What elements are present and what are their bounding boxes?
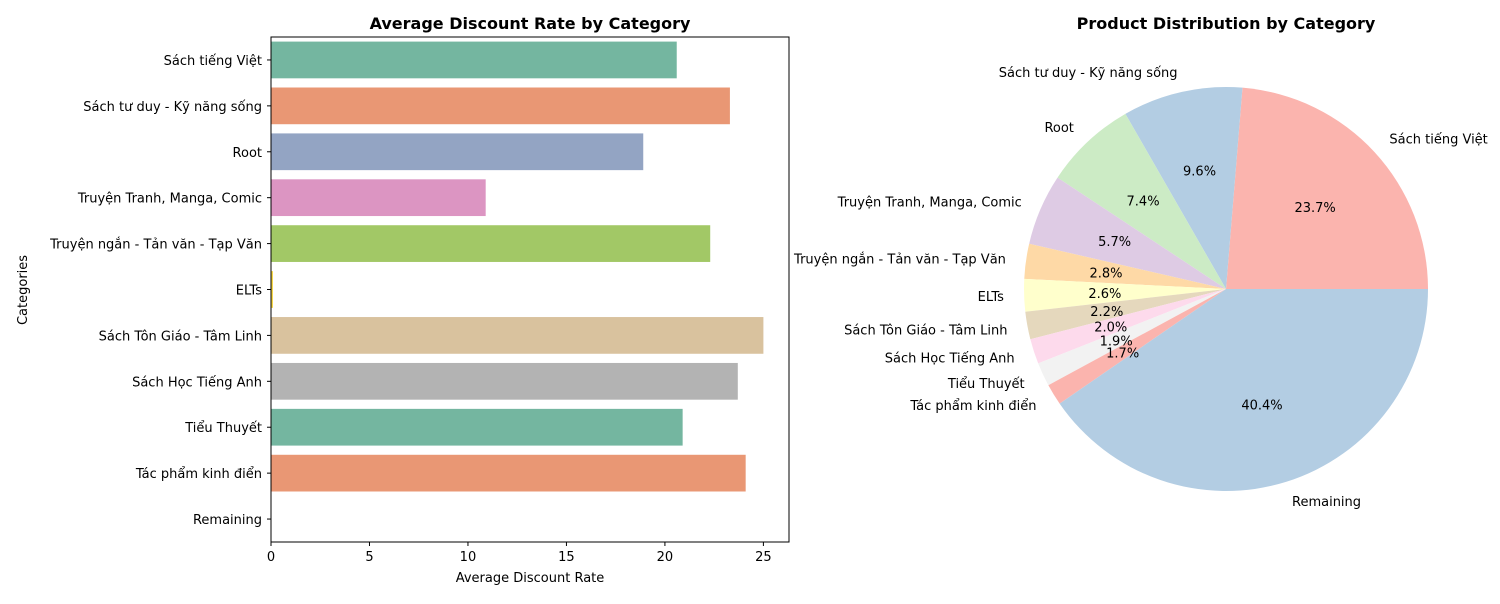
y-tick-label: Remaining [193, 513, 262, 528]
pie-label-truyen-ngan-tan-van-tap-van: Truyện ngắn - Tản văn - Tạp Văn [793, 252, 1006, 267]
bar-truyen-tranh-manga-comic [271, 179, 486, 217]
x-tick-label: 10 [460, 550, 477, 565]
y-tick-label: Truyện Tranh, Manga, Comic [77, 192, 262, 207]
bar-y-ticks: Sách tiếng Việt Sách tư duy - Kỹ năng sốn… [49, 54, 271, 528]
y-tick-label: Root [233, 146, 262, 161]
bar-marks [271, 41, 764, 492]
y-tick-label: Sách tiếng Việt [164, 54, 262, 69]
slice-remaining [1059, 289, 1428, 492]
bar-x-ticks: 0 5 10 15 20 25 [267, 542, 772, 565]
slice-truyen-ngan-tan-van-tap-van [1024, 243, 1226, 289]
pie-percent-sach-hoc-tieng-anh: 2.0% [1094, 320, 1127, 335]
pie-labels: Sách tiếng Việt Sách tư duy - Kỹ năng sốn… [793, 66, 1488, 510]
x-tick-label: 0 [267, 550, 275, 565]
bar-truyen-ngan-tan-van-tap-van [271, 225, 711, 262]
pie-label-root: Root [1044, 121, 1073, 136]
x-tick-label: 20 [657, 550, 674, 565]
pie-percent-labels: 23.7% 9.6% 7.4% 5.7% 2.8% 2.6% 2.2%2.0%1.9%1.7… [1088, 165, 1335, 414]
pie-label-remaining: Remaining [1292, 495, 1361, 510]
bar-sach-tu-duy-ky-nang-song [271, 87, 730, 125]
slice-sach-hoc-tieng-anh [1030, 289, 1226, 364]
slice-sach-ton-giao-tam-linh [1025, 289, 1226, 340]
y-tick-label: Sách tư duy - Kỹ năng sống [83, 100, 262, 115]
y-tick-label: ELTs [236, 284, 262, 299]
pie-percent-truyen-tranh-manga-comic: 5.7% [1098, 235, 1131, 250]
slice-truyen-tranh-manga-comic [1029, 177, 1226, 289]
slice-elts [1024, 278, 1226, 312]
x-tick-label: 25 [755, 550, 772, 565]
bar-y-axis-label: Categories [16, 255, 31, 325]
pie-label-elts: ELTs [978, 290, 1004, 305]
pie-percent-elts: 2.6% [1088, 287, 1121, 302]
pie-percent-root: 7.4% [1127, 195, 1160, 210]
slice-tac-pham-kinh-dien [1048, 289, 1226, 404]
pie-label-sach-ton-giao-tam-linh: Sách Tôn Giáo - Tâm Linh [844, 323, 1007, 338]
pie-label-sach-hoc-tieng-anh: Sách Học Tiếng Anh [885, 352, 1015, 367]
pie-label-tieu-thuyet: Tiểu Thuyết [947, 377, 1025, 392]
pie-percent-remaining: 40.4% [1241, 399, 1282, 414]
pie-label-sach-tu-duy-ky-nang-song: Sách tư duy - Kỹ năng sống [999, 66, 1178, 81]
slice-tieu-thuyet [1038, 289, 1226, 386]
pie-percent-sach-tieng-viet: 23.7% [1294, 201, 1335, 216]
x-tick-label: 15 [558, 550, 575, 565]
pie-label-truyen-tranh-manga-comic: Truyện Tranh, Manga, Comic [837, 195, 1022, 210]
bar-sach-hoc-tieng-anh [271, 362, 738, 400]
x-tick-label: 5 [365, 550, 373, 565]
y-tick-label: Tiểu Thuyết [184, 421, 262, 436]
y-tick-label: Tác phẩm kinh điển [135, 467, 262, 482]
slice-sach-tieng-viet [1226, 87, 1428, 289]
pie-percent-truyen-ngan-tan-van-tap-van: 2.8% [1089, 266, 1122, 281]
bar-sach-ton-giao-tam-linh [271, 317, 764, 354]
bar-tieu-thuyet [271, 408, 683, 446]
y-tick-label: Truyện ngắn - Tản văn - Tạp Văn [49, 238, 262, 253]
bar-chart-title: Average Discount Rate by Category [370, 14, 691, 33]
bar-x-axis-label: Average Discount Rate [456, 571, 605, 586]
pie-percent-sach-tu-duy-ky-nang-song: 9.6% [1183, 165, 1216, 180]
y-tick-label: Sách Tôn Giáo - Tâm Linh [99, 329, 262, 344]
pie-chart: Product Distribution by Category Sách ti… [793, 14, 1488, 510]
slice-sach-tu-duy-ky-nang-song [1125, 87, 1243, 290]
slice-root [1057, 113, 1226, 289]
pie-percent-tieu-thuyet: 1.9% [1100, 334, 1133, 349]
bar-tac-pham-kinh-dien [271, 454, 746, 492]
pie-percent-sach-ton-giao-tam-linh: 2.2% [1090, 305, 1123, 320]
y-tick-label: Sách Học Tiếng Anh [132, 375, 262, 390]
pie-label-sach-tieng-viet: Sách tiếng Việt [1389, 132, 1487, 147]
bar-sach-tieng-viet [271, 41, 677, 79]
pie-percent-tac-pham-kinh-dien: 1.7% [1106, 346, 1139, 361]
pie-slices [1024, 87, 1428, 492]
bar-chart: Average Discount Rate by Category Sách t… [16, 14, 790, 586]
bar-elts [271, 271, 273, 308]
pie-label-tac-pham-kinh-dien: Tác phẩm kinh điển [909, 399, 1036, 414]
bar-root [271, 133, 644, 171]
pie-chart-title: Product Distribution by Category [1077, 14, 1376, 33]
